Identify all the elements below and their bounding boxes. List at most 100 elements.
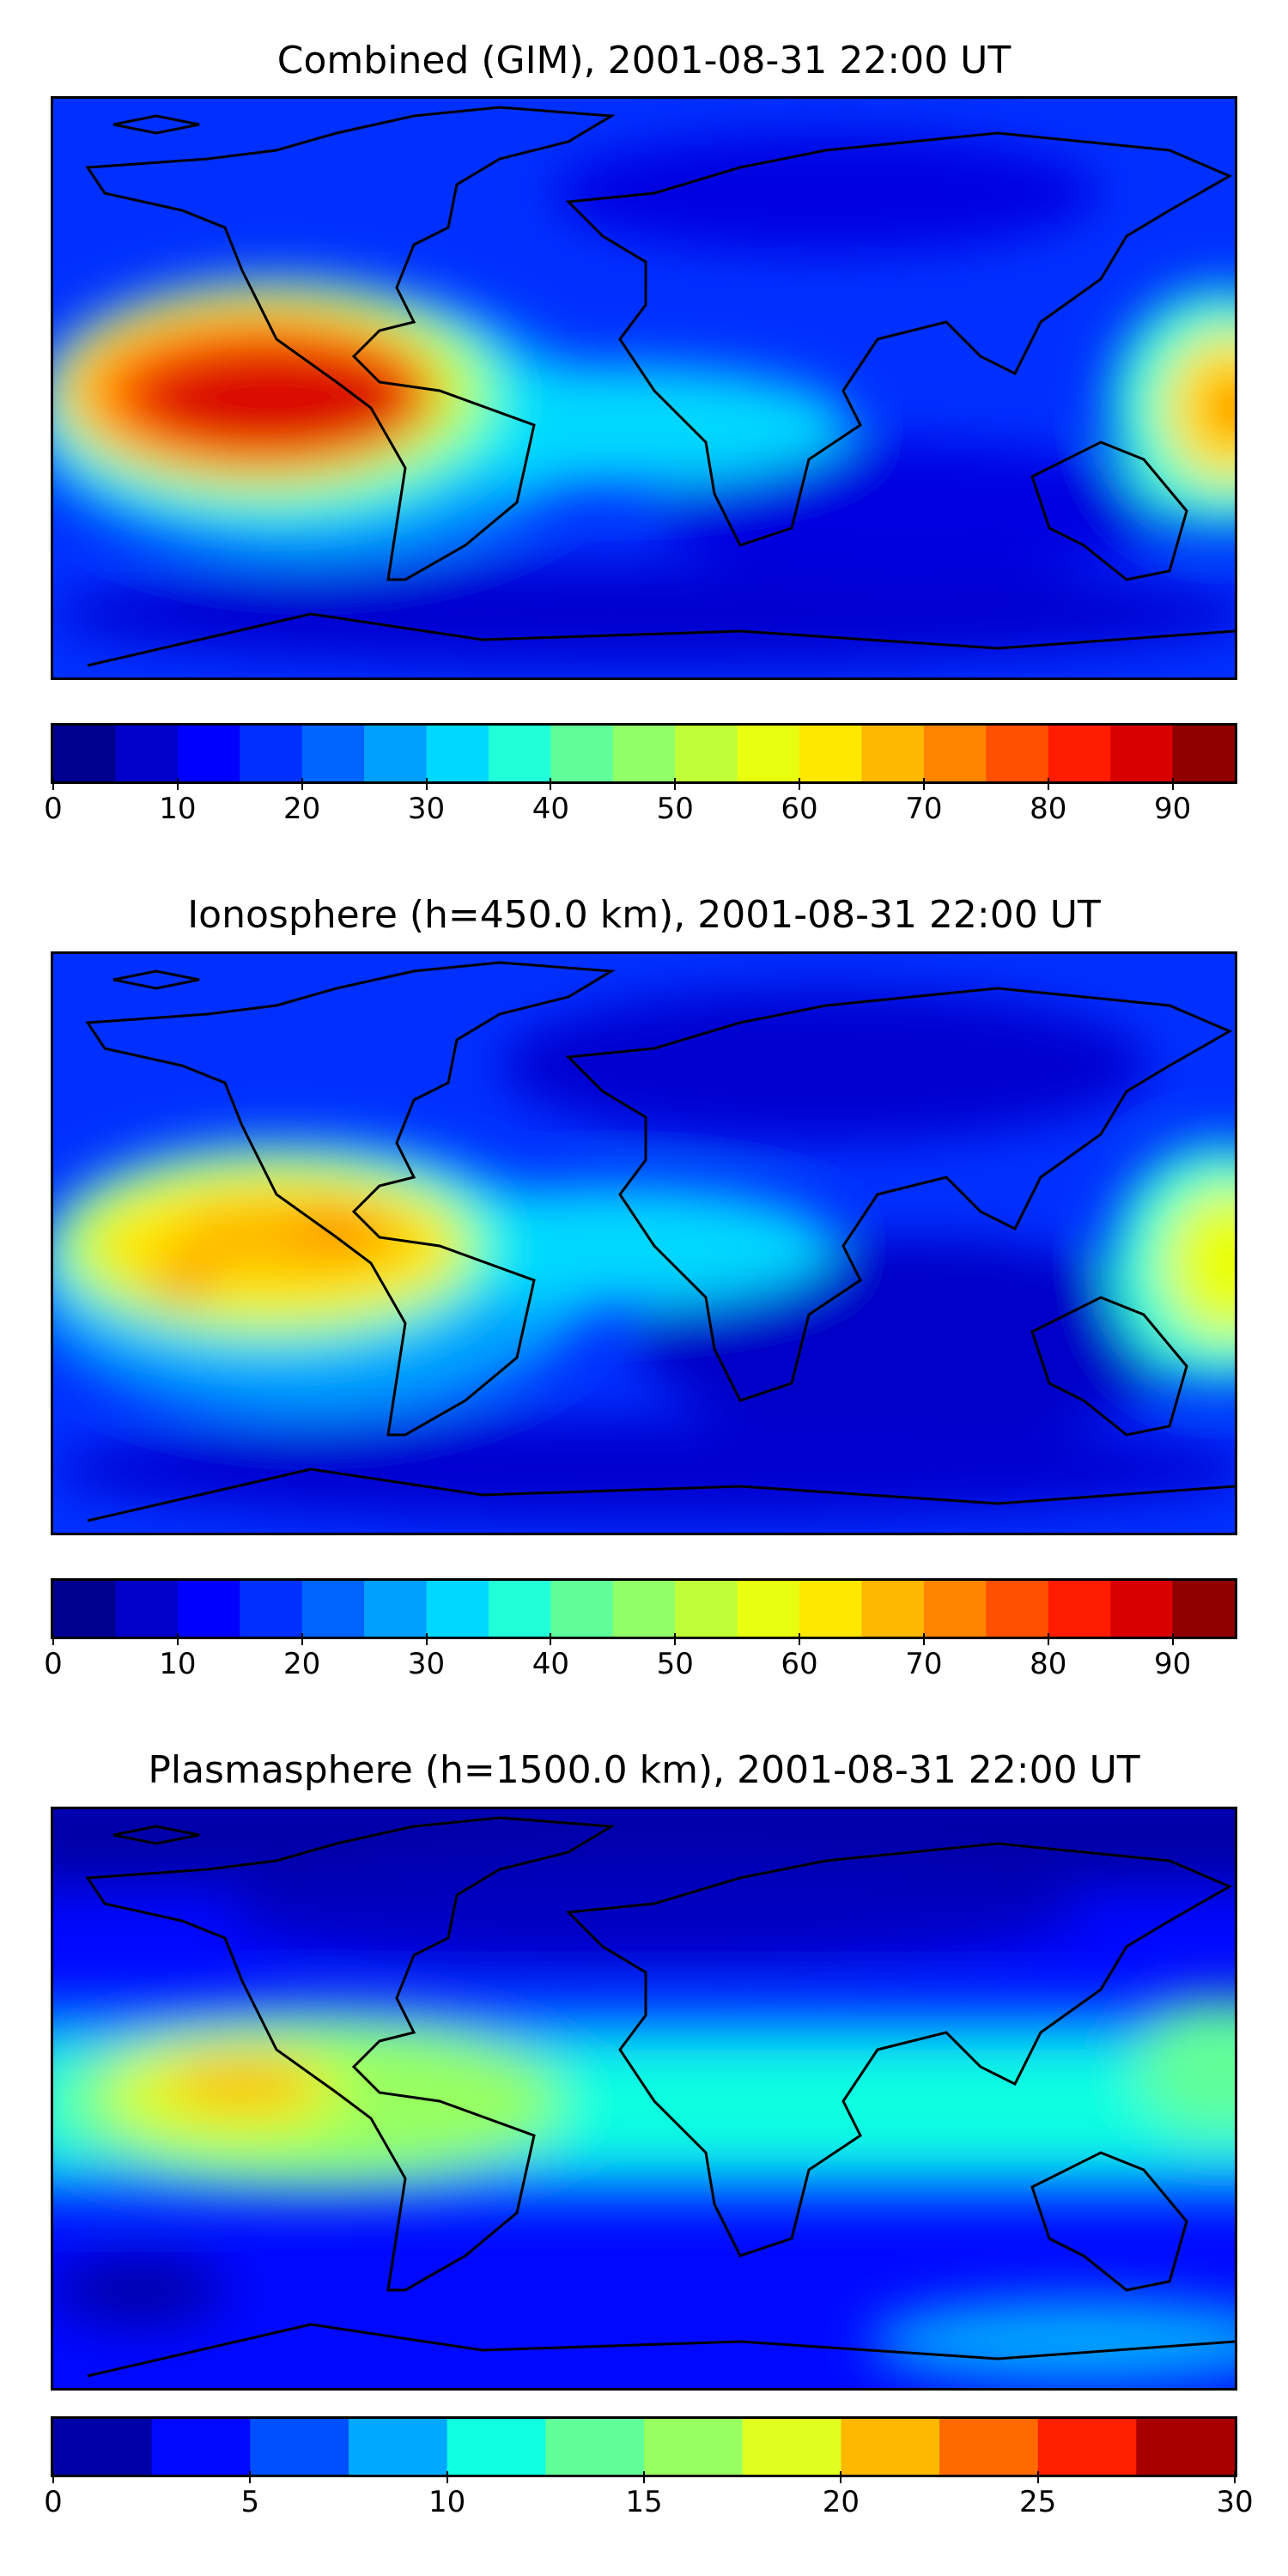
colorbar-tick [1036, 2471, 1039, 2483]
colorbar-swatch [1110, 726, 1174, 781]
colorbar-ionosphere [51, 1578, 1237, 1639]
colorbar-tick-label: 80 [1030, 1647, 1067, 1681]
panel-title-combined: Combined (GIM), 2001-08-31 22:00 UT [276, 39, 1012, 82]
colorbar-tick [922, 778, 925, 790]
map-ionosphere [51, 951, 1237, 1535]
colorbar-swatch [675, 1581, 738, 1637]
colorbar-tick-label: 70 [905, 1647, 943, 1681]
colorbar-tick-label: 10 [159, 792, 197, 826]
colorbar-swatch [426, 1581, 489, 1637]
colorbar-tick [674, 778, 677, 790]
colorbar-ionosphere-ticks: 0 10 20 30 40 50 60 70 80 90 [44, 1633, 1235, 1688]
colorbar-tick-label: 40 [532, 792, 569, 826]
colorbar-combined-ticks: 0 10 20 30 40 50 60 70 80 90 [44, 778, 1235, 833]
colorbar-swatch [1136, 2419, 1235, 2475]
colorbar-swatch [644, 2419, 744, 2475]
colorbar-combined-swatches [53, 726, 1235, 781]
colorbar-tick-label: 25 [1019, 2485, 1057, 2519]
colorbar-swatch [612, 1581, 676, 1637]
colorbar-plasmasphere-ticks: 0 5 10 15 20 25 30 [44, 2471, 1254, 2526]
colorbar-tick-label: 60 [781, 792, 818, 826]
colorbar-swatch [53, 1581, 117, 1637]
colorbar-swatch [986, 726, 1049, 781]
colorbar-tick-label: 20 [822, 2485, 860, 2519]
colorbar-swatch [550, 726, 614, 781]
colorbar-tick-label: 20 [283, 792, 321, 826]
panel-title-ionosphere: Ionosphere (h=450.0 km), 2001-08-31 22:0… [187, 893, 1101, 937]
map-ionosphere-field [53, 954, 1235, 1533]
colorbar-swatch [301, 726, 365, 781]
colorbar-tick-label: 30 [1216, 2485, 1254, 2519]
colorbar-swatch [53, 2419, 153, 2475]
colorbar-swatch [1037, 2419, 1137, 2475]
colorbar-tick-label: 0 [44, 1647, 63, 1681]
colorbar-swatch [841, 2419, 940, 2475]
colorbar-tick-label: 50 [656, 792, 694, 826]
colorbar-swatch [742, 2419, 841, 2475]
colorbar-tick-label: 90 [1153, 792, 1192, 826]
colorbar-tick [176, 778, 179, 790]
colorbar-swatch [923, 726, 987, 781]
colorbar-swatch [799, 726, 863, 781]
colorbar-swatch [861, 726, 925, 781]
colorbar-tick-label: 10 [159, 1647, 197, 1681]
coastlines [85, 961, 1235, 1522]
map-combined [51, 96, 1237, 680]
colorbar-swatch [349, 2419, 448, 2475]
colorbar-tick-label: 40 [532, 1647, 569, 1681]
colorbar-swatch [426, 726, 489, 781]
colorbar-swatch [737, 726, 800, 781]
colorbar-swatch [364, 1581, 428, 1637]
colorbar-swatch [550, 1581, 614, 1637]
colorbar-tick [1234, 2471, 1236, 2483]
colorbar-tick [446, 2471, 448, 2483]
colorbar-tick-label: 10 [428, 2485, 466, 2519]
colorbar-swatch [115, 726, 179, 781]
coastlines [85, 106, 1235, 667]
colorbar-swatch [861, 1581, 925, 1637]
colorbar-tick-label: 15 [625, 2485, 663, 2519]
colorbar-swatch [1172, 1581, 1235, 1637]
colorbar-swatch [986, 1581, 1049, 1637]
colorbar-tick [840, 2471, 842, 2483]
colorbar-plasmasphere-swatches [53, 2419, 1235, 2475]
map-plasmasphere [51, 1807, 1237, 2391]
colorbar-plasmasphere [51, 2416, 1237, 2477]
colorbar-tick [1171, 1633, 1174, 1645]
colorbar-tick [799, 1633, 801, 1645]
colorbar-tick [249, 2471, 252, 2483]
colorbar-swatch [447, 2419, 546, 2475]
colorbar-swatch [240, 1581, 303, 1637]
colorbar-tick [52, 1633, 54, 1645]
colorbar-swatch [1172, 726, 1235, 781]
colorbar-tick-label: 0 [44, 2485, 63, 2519]
colorbar-swatch [240, 726, 303, 781]
colorbar-tick [674, 1633, 677, 1645]
coastlines [85, 1816, 1235, 2378]
colorbar-tick-label: 80 [1030, 792, 1067, 826]
colorbar-swatch [1110, 1581, 1174, 1637]
colorbar-tick [643, 2471, 645, 2483]
colorbar-tick-label: 30 [407, 792, 446, 826]
colorbar-tick-label: 90 [1153, 1647, 1192, 1681]
colorbar-swatch [115, 1581, 179, 1637]
colorbar-tick [52, 778, 54, 790]
colorbar-swatch [612, 726, 676, 781]
colorbar-swatch [177, 726, 240, 781]
colorbar-swatch [939, 2419, 1039, 2475]
colorbar-tick-label: 30 [407, 1647, 446, 1681]
colorbar-swatch [250, 2419, 349, 2475]
colorbar-tick [1047, 778, 1049, 790]
colorbar-tick [1047, 1633, 1049, 1645]
colorbar-swatch [151, 2419, 251, 2475]
colorbar-tick-label: 70 [905, 792, 943, 826]
colorbar-tick-label: 50 [656, 1647, 694, 1681]
colorbar-tick [301, 778, 303, 790]
colorbar-tick [922, 1633, 925, 1645]
colorbar-swatch [545, 2419, 645, 2475]
colorbar-swatch [53, 726, 117, 781]
colorbar-swatch [364, 726, 428, 781]
panel-title-plasmasphere: Plasmasphere (h=1500.0 km), 2001-08-31 2… [148, 1748, 1140, 1792]
colorbar-tick-label: 60 [781, 1647, 818, 1681]
colorbar-tick-label: 5 [240, 2485, 260, 2519]
